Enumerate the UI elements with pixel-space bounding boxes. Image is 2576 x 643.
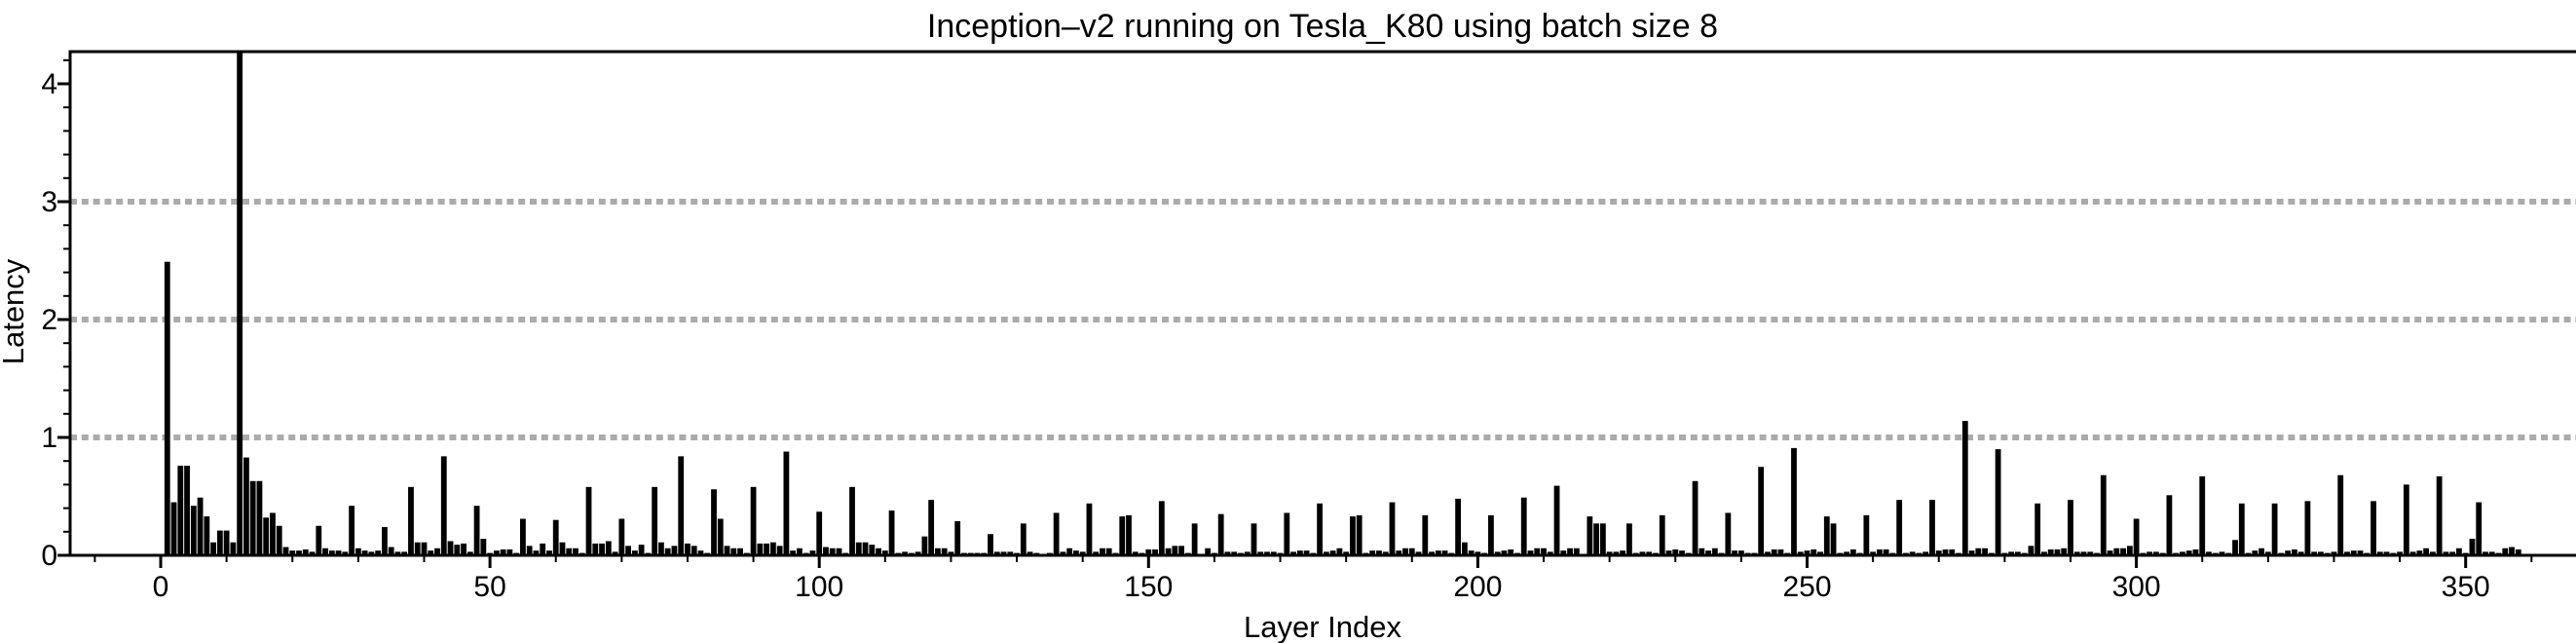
x-tick-label: 100 — [795, 571, 843, 603]
y-tick-label: 0 — [41, 540, 57, 572]
x-tick-label: 350 — [2442, 571, 2490, 603]
x-tick-label: 300 — [2112, 571, 2161, 603]
x-tick-label: 150 — [1124, 571, 1173, 603]
x-axis-label: Layer Index — [1244, 610, 1401, 643]
y-tick-label: 4 — [41, 68, 57, 100]
y-axis-label: Latency — [0, 258, 30, 364]
x-tick-label: 0 — [153, 571, 169, 603]
gridlines — [70, 199, 2576, 440]
x-tick-label: 200 — [1453, 571, 1502, 603]
chart-title: Inception–v2 running on Tesla_K80 using … — [927, 8, 1718, 45]
y-tick-label: 1 — [41, 422, 57, 454]
y-tick-label: 3 — [41, 186, 57, 218]
y-tick-label: 2 — [41, 304, 57, 336]
bars — [164, 52, 2521, 555]
x-tick-label: 250 — [1782, 571, 1831, 603]
axes — [68, 50, 2576, 557]
tick-labels: 0 1 2 3 4 0 50 100 150 200 250 300 350 — [41, 68, 2489, 603]
x-tick-label: 50 — [473, 571, 505, 603]
tick-marks — [57, 58, 2533, 568]
